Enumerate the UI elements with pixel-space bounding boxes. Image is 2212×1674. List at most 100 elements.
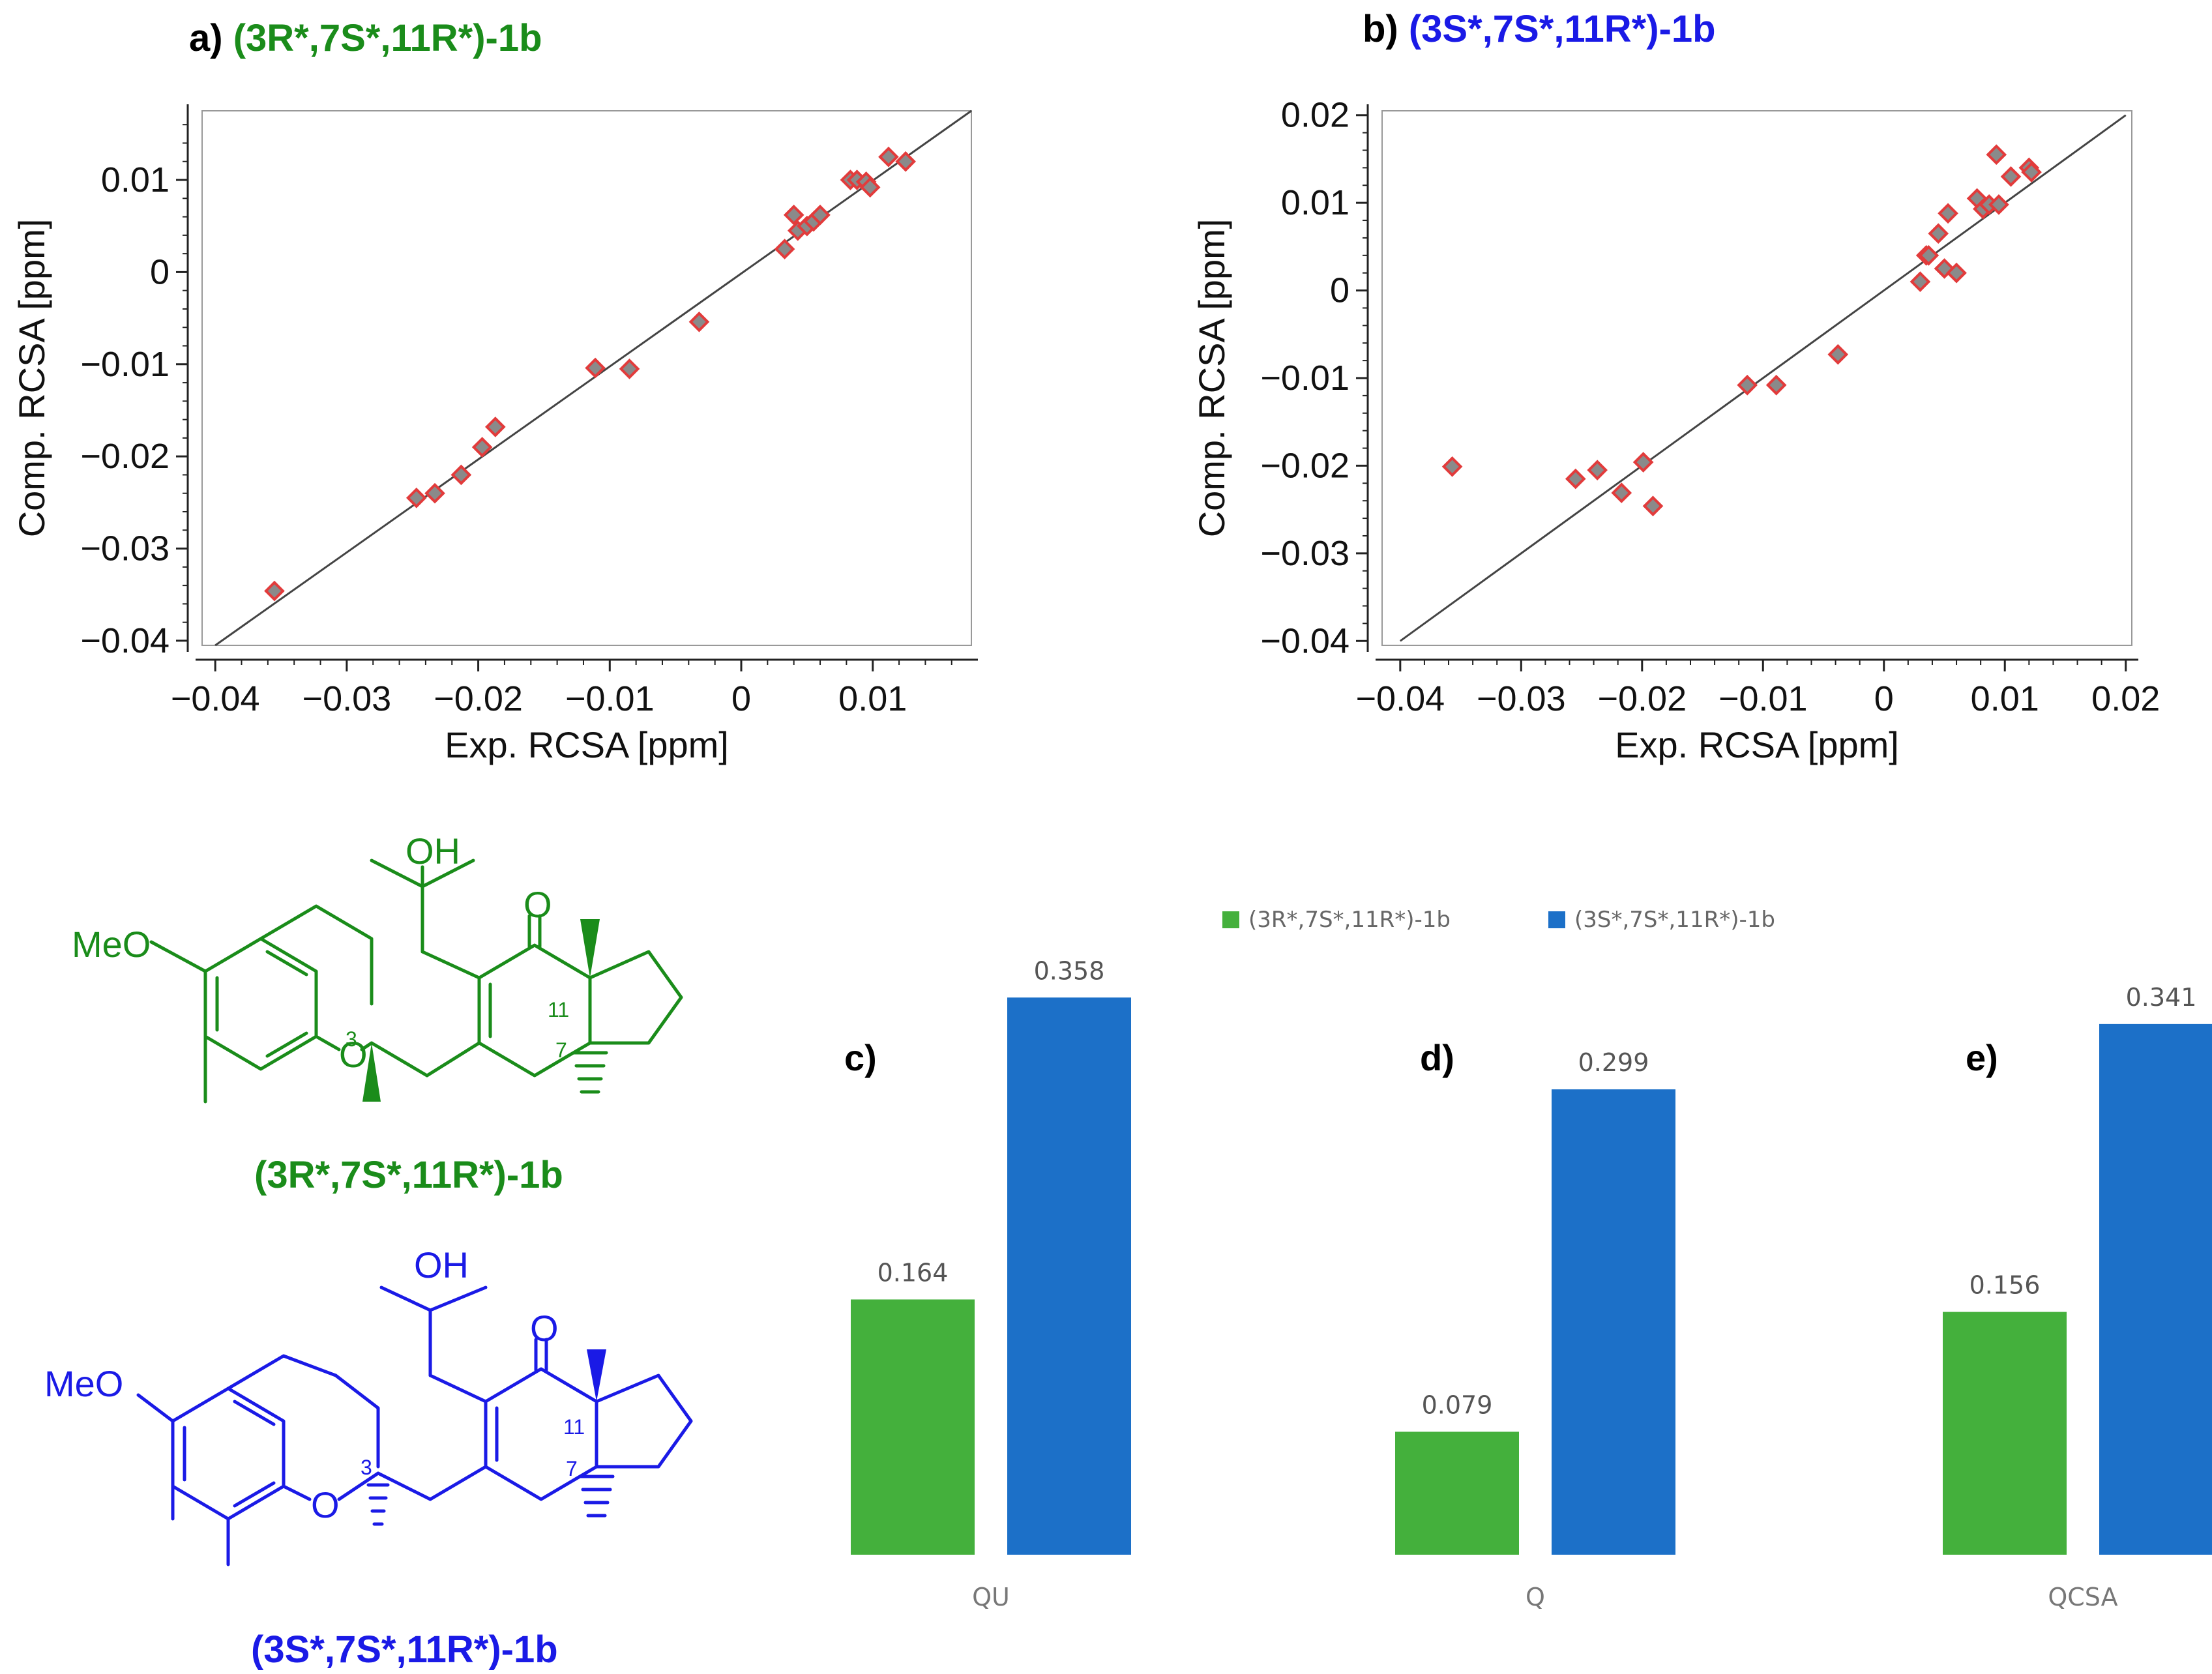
data-point (1910, 271, 1931, 292)
category-label: QU (972, 1583, 1010, 1611)
data-point (1827, 344, 1849, 365)
data-point (1611, 482, 1632, 503)
bar (1552, 1089, 1675, 1555)
data-point (585, 357, 606, 379)
data-point (1765, 374, 1787, 396)
wedge-bottom-c11 (587, 1349, 606, 1402)
data-point (1928, 223, 1949, 244)
bar-value-label: 0.299 (1578, 1048, 1649, 1077)
bottom-oh-label: OH (414, 1244, 469, 1285)
x-tick-label: −0.04 (171, 679, 260, 718)
data-point (1938, 203, 1958, 224)
x-tick-label: −0.01 (565, 679, 655, 718)
panel-a-label: (3R*,7S*,11R*)-1b (233, 17, 542, 59)
data-point (1642, 495, 1664, 517)
wedge-top-c3 (362, 1043, 381, 1102)
data-point (895, 151, 916, 172)
category-label: QCSA (2048, 1583, 2117, 1611)
y-tick-label: −0.04 (1260, 621, 1349, 660)
bottom-ring-o-label: O (311, 1484, 340, 1525)
bottom-locant-3: 3 (361, 1456, 372, 1479)
data-point (1587, 460, 1608, 480)
data-point (1632, 452, 1654, 473)
bar-value-label: 0.079 (1422, 1390, 1493, 1419)
y-tick-label: −0.01 (80, 345, 170, 384)
top-ring-o-label: O (339, 1034, 368, 1075)
data-point (424, 482, 445, 504)
bar-value-label: 0.164 (877, 1258, 949, 1287)
x-tick-label: 0.01 (838, 679, 907, 718)
legend-swatch (1222, 911, 1239, 928)
bar (2099, 1023, 2212, 1555)
x-tick-label: −0.01 (1718, 679, 1808, 718)
plot-frame (201, 110, 972, 646)
data-point (1918, 244, 1939, 266)
bottom-locant-7: 7 (566, 1457, 578, 1480)
data-point (2021, 162, 2042, 183)
data-point (2000, 166, 2022, 187)
panel-b-prefix: b) (1363, 8, 1409, 50)
y-axis-label: Comp. RCSA [ppm] (11, 219, 52, 538)
y-tick-label: −0.03 (1260, 534, 1349, 573)
panel-b-title: b) (3S*,7S*,11R*)-1b (1363, 8, 1716, 50)
bar (851, 1299, 975, 1555)
y-tick-label: 0.01 (101, 160, 170, 199)
fit-line (214, 110, 972, 647)
top-locant-3: 3 (346, 1027, 357, 1051)
data-point (406, 487, 427, 508)
bar-value-label: 0.358 (1034, 956, 1105, 985)
x-tick-label: 0.01 (1971, 679, 2039, 718)
x-tick-label: −0.03 (302, 679, 392, 718)
scatter-plot-a: −0.04 −0.03 −0.02 −0.01 0 0.01 −0.04 −0.03 −0.02… (11, 104, 978, 765)
data-point (1988, 194, 2009, 215)
data-point (878, 146, 899, 168)
x-axis-label: Exp. RCSA [ppm] (1615, 724, 1899, 765)
data-point (471, 437, 493, 458)
x-tick-label: −0.02 (1597, 679, 1687, 718)
x-tick-label: −0.02 (434, 679, 523, 718)
panel-letter: e) (1966, 1037, 1998, 1078)
top-oh-label: OH (406, 830, 460, 872)
y-tick-label: −0.04 (80, 621, 170, 660)
data-point (1441, 456, 1463, 477)
data-point (1946, 262, 1967, 284)
data-point (484, 417, 506, 437)
bottom-locant-11: 11 (563, 1415, 585, 1439)
bar-value-label: 0.341 (2126, 983, 2197, 1012)
y-tick-label: 0 (150, 252, 170, 291)
data-point (774, 239, 795, 259)
top-locant-7: 7 (555, 1038, 567, 1062)
bottom-meo-label: MeO (44, 1363, 123, 1404)
bar-value-label: 0.156 (1969, 1271, 2041, 1300)
data-point (859, 177, 881, 198)
molecule-bottom (136, 1285, 693, 1566)
x-tick-label: 0 (1874, 679, 1894, 718)
data-point (1565, 468, 1586, 490)
data-point (810, 204, 831, 226)
legend-label: (3R*,7S*,11R*)-1b (1248, 907, 1451, 933)
bar (1395, 1432, 1519, 1555)
panel-b-label: (3S*,7S*,11R*)-1b (1409, 8, 1716, 50)
data-point (450, 464, 472, 486)
data-point (783, 204, 804, 226)
x-axis-label: Exp. RCSA [ppm] (445, 724, 729, 765)
y-tick-label: 0.01 (1281, 183, 1349, 222)
data-point (619, 359, 640, 379)
legend-swatch (1548, 911, 1565, 928)
x-tick-label: −0.03 (1477, 679, 1566, 718)
data-point (1986, 144, 2007, 166)
plot-frame (1381, 110, 2132, 646)
x-tick-label: 0 (731, 679, 751, 718)
y-tick-label: −0.02 (80, 437, 170, 476)
x-tick-label: −0.04 (1356, 679, 1445, 718)
bar (1943, 1312, 2067, 1555)
bar (1007, 997, 1131, 1555)
x-tick-label: 0.02 (2091, 679, 2160, 718)
data-point (688, 311, 710, 332)
panel-a-title: a) (3R*,7S*,11R*)-1b (189, 17, 542, 59)
y-tick-label: −0.01 (1260, 359, 1349, 398)
top-meo-label: MeO (72, 924, 151, 965)
bottom-ketone-o-label: O (530, 1308, 559, 1349)
fit-line (1399, 114, 2127, 642)
